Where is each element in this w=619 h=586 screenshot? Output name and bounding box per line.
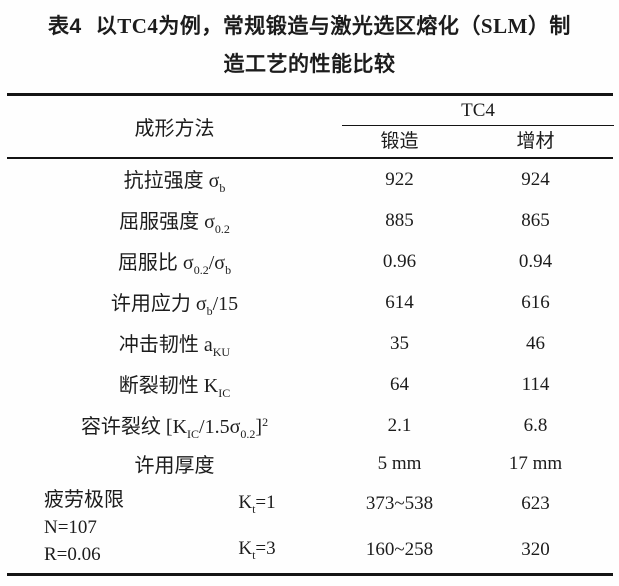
fatigue-label: 疲劳极限 N=107 R=0.06: [7, 487, 172, 568]
row-label: 断裂韧性 KIC: [118, 374, 231, 400]
forge-value: 0.96: [382, 250, 417, 272]
row-label: 容许裂纹 [KIC/1.5σ0.2]2: [80, 414, 269, 441]
table-header: 成形方法 TC4 锻造 增材: [7, 96, 614, 159]
header-subcolumns: 锻造 增材: [342, 126, 614, 157]
header-col-forge: 锻造: [380, 131, 419, 152]
forge-value: 64: [390, 373, 409, 395]
additive-value: 623: [521, 493, 550, 514]
row-label: 冲击韧性 aKU: [118, 333, 231, 359]
header-group: TC4 锻造 增材: [342, 96, 614, 157]
additive-value: 114: [521, 373, 550, 395]
kt1-label: Kt=1: [238, 491, 276, 516]
table-row: 屈服强度 σ0.2 885 865: [7, 200, 613, 241]
additive-value: 17 mm: [508, 452, 563, 474]
row-label: 许用厚度: [134, 455, 215, 477]
additive-value: 320: [521, 539, 550, 560]
table-caption-line1: 表4 以TC4为例，常规锻造与激光选区熔化（SLM）制: [48, 14, 571, 38]
table-caption-line2: 造工艺的性能比较: [223, 53, 396, 76]
row-label: 屈服强度 σ0.2: [119, 210, 230, 236]
fatigue-label-cycles: N=107: [44, 516, 97, 538]
forge-value: 614: [385, 291, 414, 313]
additive-value: 0.94: [518, 250, 553, 272]
forge-value: 2.1: [387, 414, 412, 436]
table-row: 冲击韧性 aKU 35 46: [7, 323, 613, 364]
header-col-additive: 增材: [516, 131, 555, 152]
table-row: 断裂韧性 KIC 64 114: [7, 364, 613, 405]
table-row: 抗拉强度 σb 922 924: [7, 159, 613, 200]
row-label: 抗拉强度 σb: [123, 169, 226, 195]
table-row: 许用应力 σb/15 614 616: [7, 282, 613, 323]
additive-value: 46: [526, 332, 545, 354]
table-caption: 表4 以TC4为例，常规锻造与激光选区熔化（SLM）制 造工艺的性能比较: [0, 0, 619, 84]
forge-value: 160~258: [365, 539, 434, 560]
table-row: 屈服比 σ0.2/σb 0.96 0.94: [7, 241, 613, 282]
fatigue-limit-block: 疲劳极限 N=107 R=0.06 Kt=1 373~538 623 Kt=3 …: [7, 481, 613, 573]
table-number: 表4: [48, 15, 82, 38]
forge-value: 922: [385, 168, 414, 190]
forge-value: 5 mm: [377, 452, 422, 474]
fatigue-label-title: 疲劳极限: [44, 488, 124, 511]
table-row: 许用厚度 5 mm 17 mm: [7, 446, 613, 481]
data-table: 成形方法 TC4 锻造 增材 抗拉强度 σb 922 924 屈服强度 σ0.2…: [7, 93, 614, 576]
additive-value: 616: [521, 291, 550, 313]
additive-value: 6.8: [523, 414, 548, 436]
forge-value: 35: [390, 332, 409, 354]
row-label: 屈服比 σ0.2/σb: [117, 251, 232, 277]
kt3-label: Kt=3: [238, 537, 276, 562]
forge-value: 885: [385, 209, 414, 231]
additive-value: 924: [521, 168, 550, 190]
forge-value: 373~538: [365, 493, 434, 514]
row-label: 许用应力 σb/15: [110, 292, 239, 318]
header-method: 成形方法: [134, 118, 215, 140]
table-row: 容许裂纹 [KIC/1.5σ0.2]2 2.1 6.8: [7, 405, 613, 446]
header-group-tc4: TC4: [342, 96, 614, 126]
fatigue-label-ratio: R=0.06: [44, 543, 101, 565]
additive-value: 865: [521, 209, 550, 231]
